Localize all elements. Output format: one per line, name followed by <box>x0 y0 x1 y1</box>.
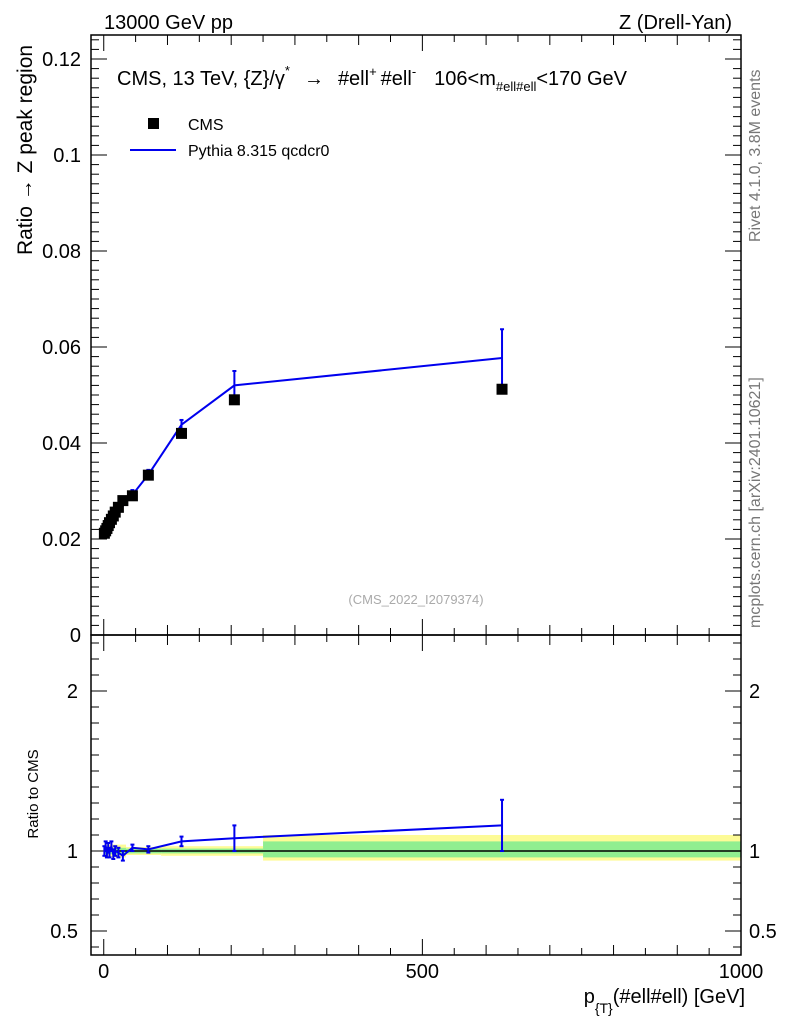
legend-cms-label: CMS <box>188 117 224 134</box>
cms-point <box>175 427 187 439</box>
legend-pythia-label: Pythia 8.315 qcdcr0 <box>188 143 330 160</box>
x-tick-label: 500 <box>406 961 439 983</box>
ratio-panel: 0.5 0.5 1 1 2 2 0 500 1000 Ratio to CMS p{T}(#e… <box>25 634 777 1016</box>
main-panel: 0 0.02 0.04 0.06 0.08 0.1 0.12 Ratio → Z peak … <box>14 34 742 647</box>
ratio-y-tick-label-left: 0.5 <box>50 921 78 943</box>
x-tick-label: 0 <box>98 961 109 983</box>
header-left: 13000 GeV pp <box>104 12 233 34</box>
x-tick-label: 1000 <box>719 961 764 983</box>
cms-point <box>117 495 129 507</box>
mcplots-label: mcplots.cern.ch [arXiv:2401.10621] <box>747 377 764 628</box>
ratio-y-tick-label-right: 0.5 <box>749 921 777 943</box>
y-tick-label: 0.1 <box>53 145 81 167</box>
y-tick-label: 0.08 <box>42 241 81 263</box>
main-title: CMS, 13 TeV, {Z}/γ* → #ell+ #ell- 106<m#ell#… <box>117 63 628 94</box>
x-axis-label: p{T}(#ell#ell) [GeV] <box>584 986 745 1016</box>
pythia-line <box>103 357 503 534</box>
y-tick-label: 0.06 <box>42 337 81 359</box>
rivet-label: Rivet 4.1.0, 3.8M events <box>747 69 764 242</box>
ratio-frame <box>90 634 742 956</box>
ratio-y-tick-label-right: 2 <box>749 681 760 703</box>
ratio-y-tick-labels: 0.5 0.5 1 1 2 2 <box>50 681 777 943</box>
main-y-axis-label: Ratio → Z peak region <box>14 45 37 255</box>
header-right: Z (Drell-Yan) <box>619 12 732 34</box>
ratio-y-axis-label: Ratio to CMS <box>25 749 42 838</box>
cms-point <box>126 490 138 502</box>
analysis-watermark: (CMS_2022_I2079374) <box>348 592 483 607</box>
cms-point <box>142 469 154 481</box>
main-axis-ticks <box>91 35 742 636</box>
main-data <box>98 328 508 539</box>
cms-point <box>228 394 240 406</box>
cms-point <box>112 501 124 513</box>
y-tick-label: 0.02 <box>42 529 81 551</box>
y-tick-label: 0 <box>70 625 81 647</box>
ratio-data <box>102 798 505 862</box>
ratio-axis-ticks <box>91 635 742 955</box>
y-tick-label: 0.12 <box>42 49 81 71</box>
ratio-bands <box>103 835 741 861</box>
ratio-x-tick-labels: 0 500 1000 <box>98 961 763 983</box>
main-y-tick-labels: 0 0.02 0.04 0.06 0.08 0.1 0.12 <box>42 49 81 647</box>
y-tick-label: 0.04 <box>42 433 81 455</box>
legend-cms-marker <box>148 118 159 129</box>
ratio-y-tick-label-left: 2 <box>67 681 78 703</box>
legend: CMS Pythia 8.315 qcdcr0 <box>130 117 330 160</box>
ratio-y-tick-label-left: 1 <box>67 841 78 863</box>
cms-point <box>496 383 508 395</box>
ratio-y-tick-label-right: 1 <box>749 841 760 863</box>
